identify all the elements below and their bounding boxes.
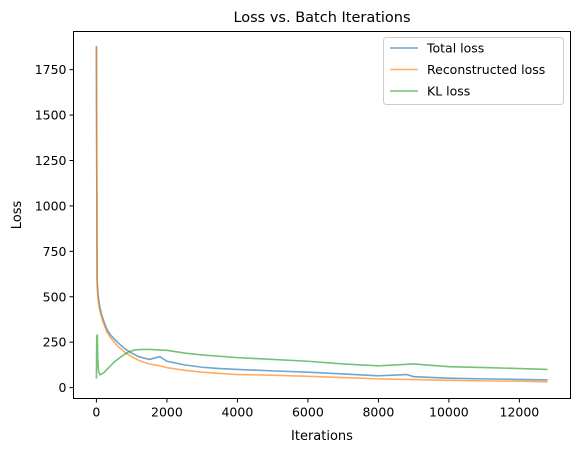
y-tick-label: 1500 bbox=[35, 108, 67, 123]
y-tick-label: 1000 bbox=[35, 198, 67, 213]
x-tick-label: 6000 bbox=[292, 405, 324, 420]
legend-label-2: KL loss bbox=[427, 84, 470, 99]
y-tick-label: 1750 bbox=[35, 62, 67, 77]
x-tick-label: 2000 bbox=[151, 405, 183, 420]
x-tick-label: 10000 bbox=[429, 405, 469, 420]
y-axis-ticks: 0 250 500 750 1000 1250 1500 1750 bbox=[35, 62, 74, 395]
series-line-2 bbox=[95, 334, 548, 379]
x-tick-label: 12000 bbox=[500, 405, 540, 420]
y-tick-label: 750 bbox=[43, 244, 67, 259]
y-tick-label: 0 bbox=[59, 380, 67, 395]
x-axis-label: Iterations bbox=[291, 429, 353, 444]
y-axis-label: Loss bbox=[10, 201, 25, 230]
y-tick-label: 1250 bbox=[35, 153, 67, 168]
legend-label-1: Reconstructed loss bbox=[427, 62, 545, 77]
y-tick-label: 500 bbox=[43, 289, 67, 304]
series-layer bbox=[95, 46, 548, 383]
x-tick-label: 0 bbox=[92, 405, 100, 420]
legend-box bbox=[383, 37, 564, 105]
chart-title: Loss vs. Batch Iterations bbox=[233, 10, 410, 26]
legend-label-0: Total loss bbox=[426, 41, 484, 56]
y-tick-label: 250 bbox=[43, 335, 67, 350]
x-tick-label: 8000 bbox=[362, 405, 394, 420]
series-line-1 bbox=[95, 47, 548, 383]
x-axis-ticks: 0 2000 4000 6000 8000 10000 12000 bbox=[92, 398, 540, 420]
legend: Total loss Reconstructed loss KL loss bbox=[383, 37, 564, 105]
x-tick-label: 4000 bbox=[221, 405, 253, 420]
plot-frame bbox=[73, 31, 571, 399]
